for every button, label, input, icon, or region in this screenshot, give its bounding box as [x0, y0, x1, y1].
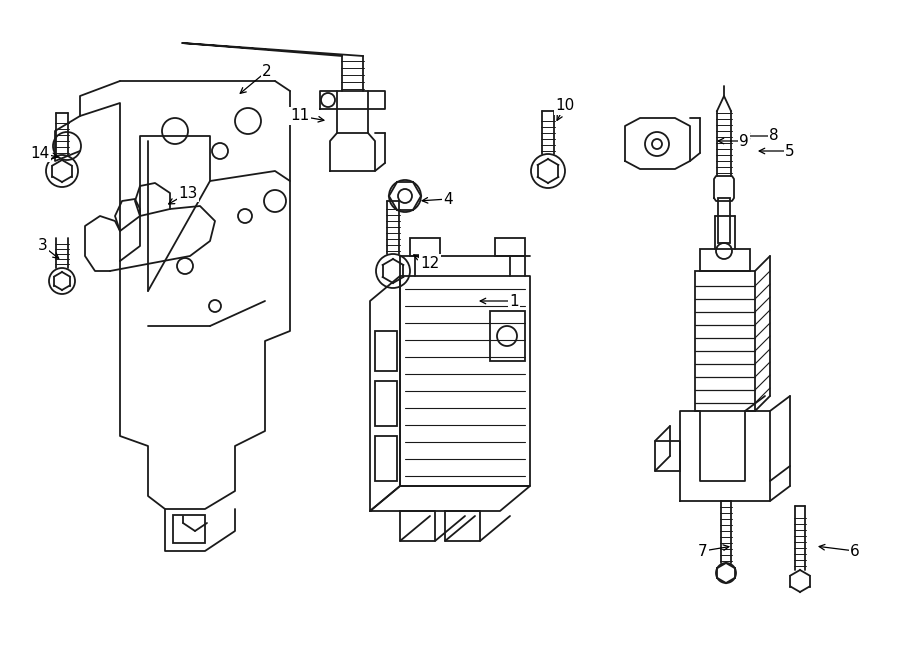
- Bar: [495, 238, 525, 256]
- Bar: [700, 249, 750, 271]
- Text: 5: 5: [785, 143, 795, 159]
- Text: 12: 12: [420, 256, 439, 270]
- Text: 9: 9: [739, 134, 749, 149]
- Text: 14: 14: [31, 145, 50, 161]
- Text: 8: 8: [770, 128, 778, 143]
- Text: 6: 6: [850, 543, 860, 559]
- Bar: [375, 381, 397, 426]
- Bar: [375, 331, 397, 371]
- Text: 13: 13: [178, 186, 198, 200]
- Bar: [410, 238, 440, 256]
- Text: 4: 4: [443, 192, 453, 206]
- Bar: [173, 515, 205, 543]
- Text: 1: 1: [509, 293, 518, 309]
- Bar: [695, 271, 755, 411]
- Bar: [375, 436, 397, 481]
- Text: 7: 7: [698, 543, 707, 559]
- Text: 2: 2: [262, 63, 272, 79]
- Text: 3: 3: [38, 239, 48, 254]
- Text: 11: 11: [291, 108, 310, 124]
- Bar: [490, 311, 525, 361]
- Bar: [718, 198, 730, 243]
- Text: 10: 10: [555, 98, 574, 114]
